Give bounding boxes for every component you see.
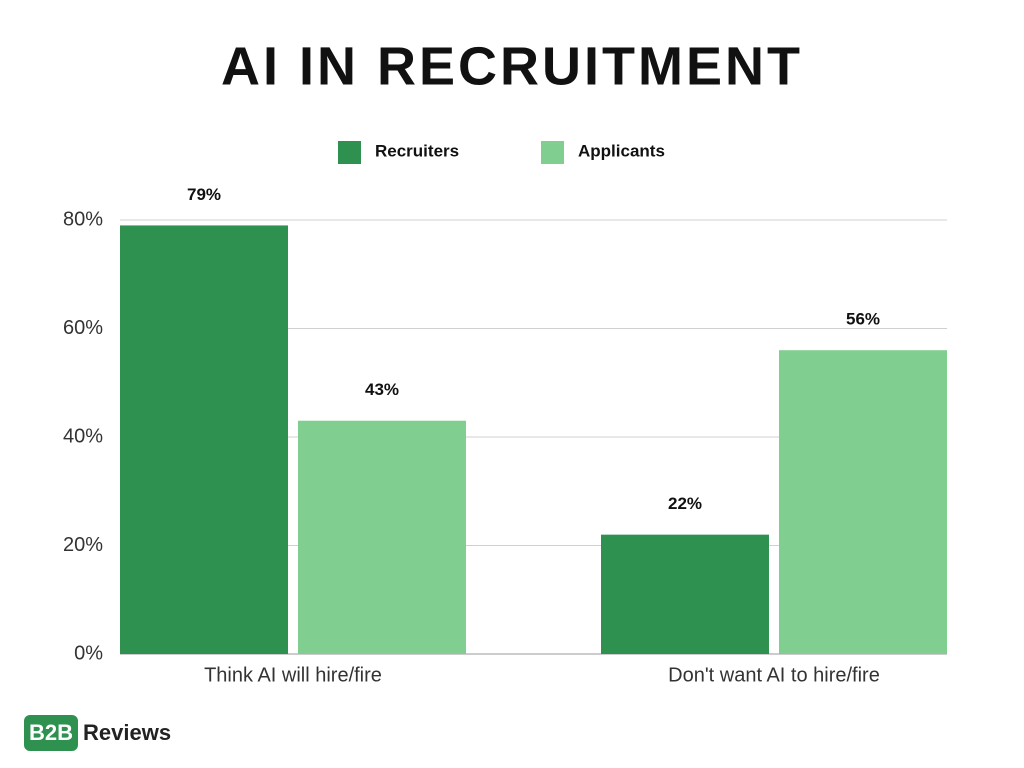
value-label: 43% <box>365 380 399 399</box>
bar <box>298 420 466 654</box>
y-tick-label: 60% <box>63 317 103 339</box>
logo-badge <box>24 715 78 751</box>
legend-label: Recruiters <box>375 141 459 160</box>
value-label: 79% <box>187 185 221 204</box>
y-tick-label: 20% <box>63 534 103 556</box>
y-tick-label: 80% <box>63 208 103 230</box>
bar <box>779 350 947 654</box>
value-label: 22% <box>668 494 702 513</box>
value-label: 56% <box>846 310 880 329</box>
bar <box>601 534 769 654</box>
logo-text: Reviews <box>83 720 171 745</box>
legend-swatch <box>338 141 361 164</box>
y-tick-label: 40% <box>63 425 103 447</box>
logo-badge-text: B2B <box>29 720 73 745</box>
legend-label: Applicants <box>578 141 665 160</box>
chart-title: AI IN RECRUITMENT <box>221 36 803 96</box>
bar <box>120 225 288 655</box>
y-tick-label: 0% <box>74 642 103 664</box>
x-tick-label: Think AI will hire/fire <box>204 664 382 686</box>
x-tick-label: Don't want AI to hire/fire <box>668 664 880 686</box>
legend-swatch <box>541 141 564 164</box>
